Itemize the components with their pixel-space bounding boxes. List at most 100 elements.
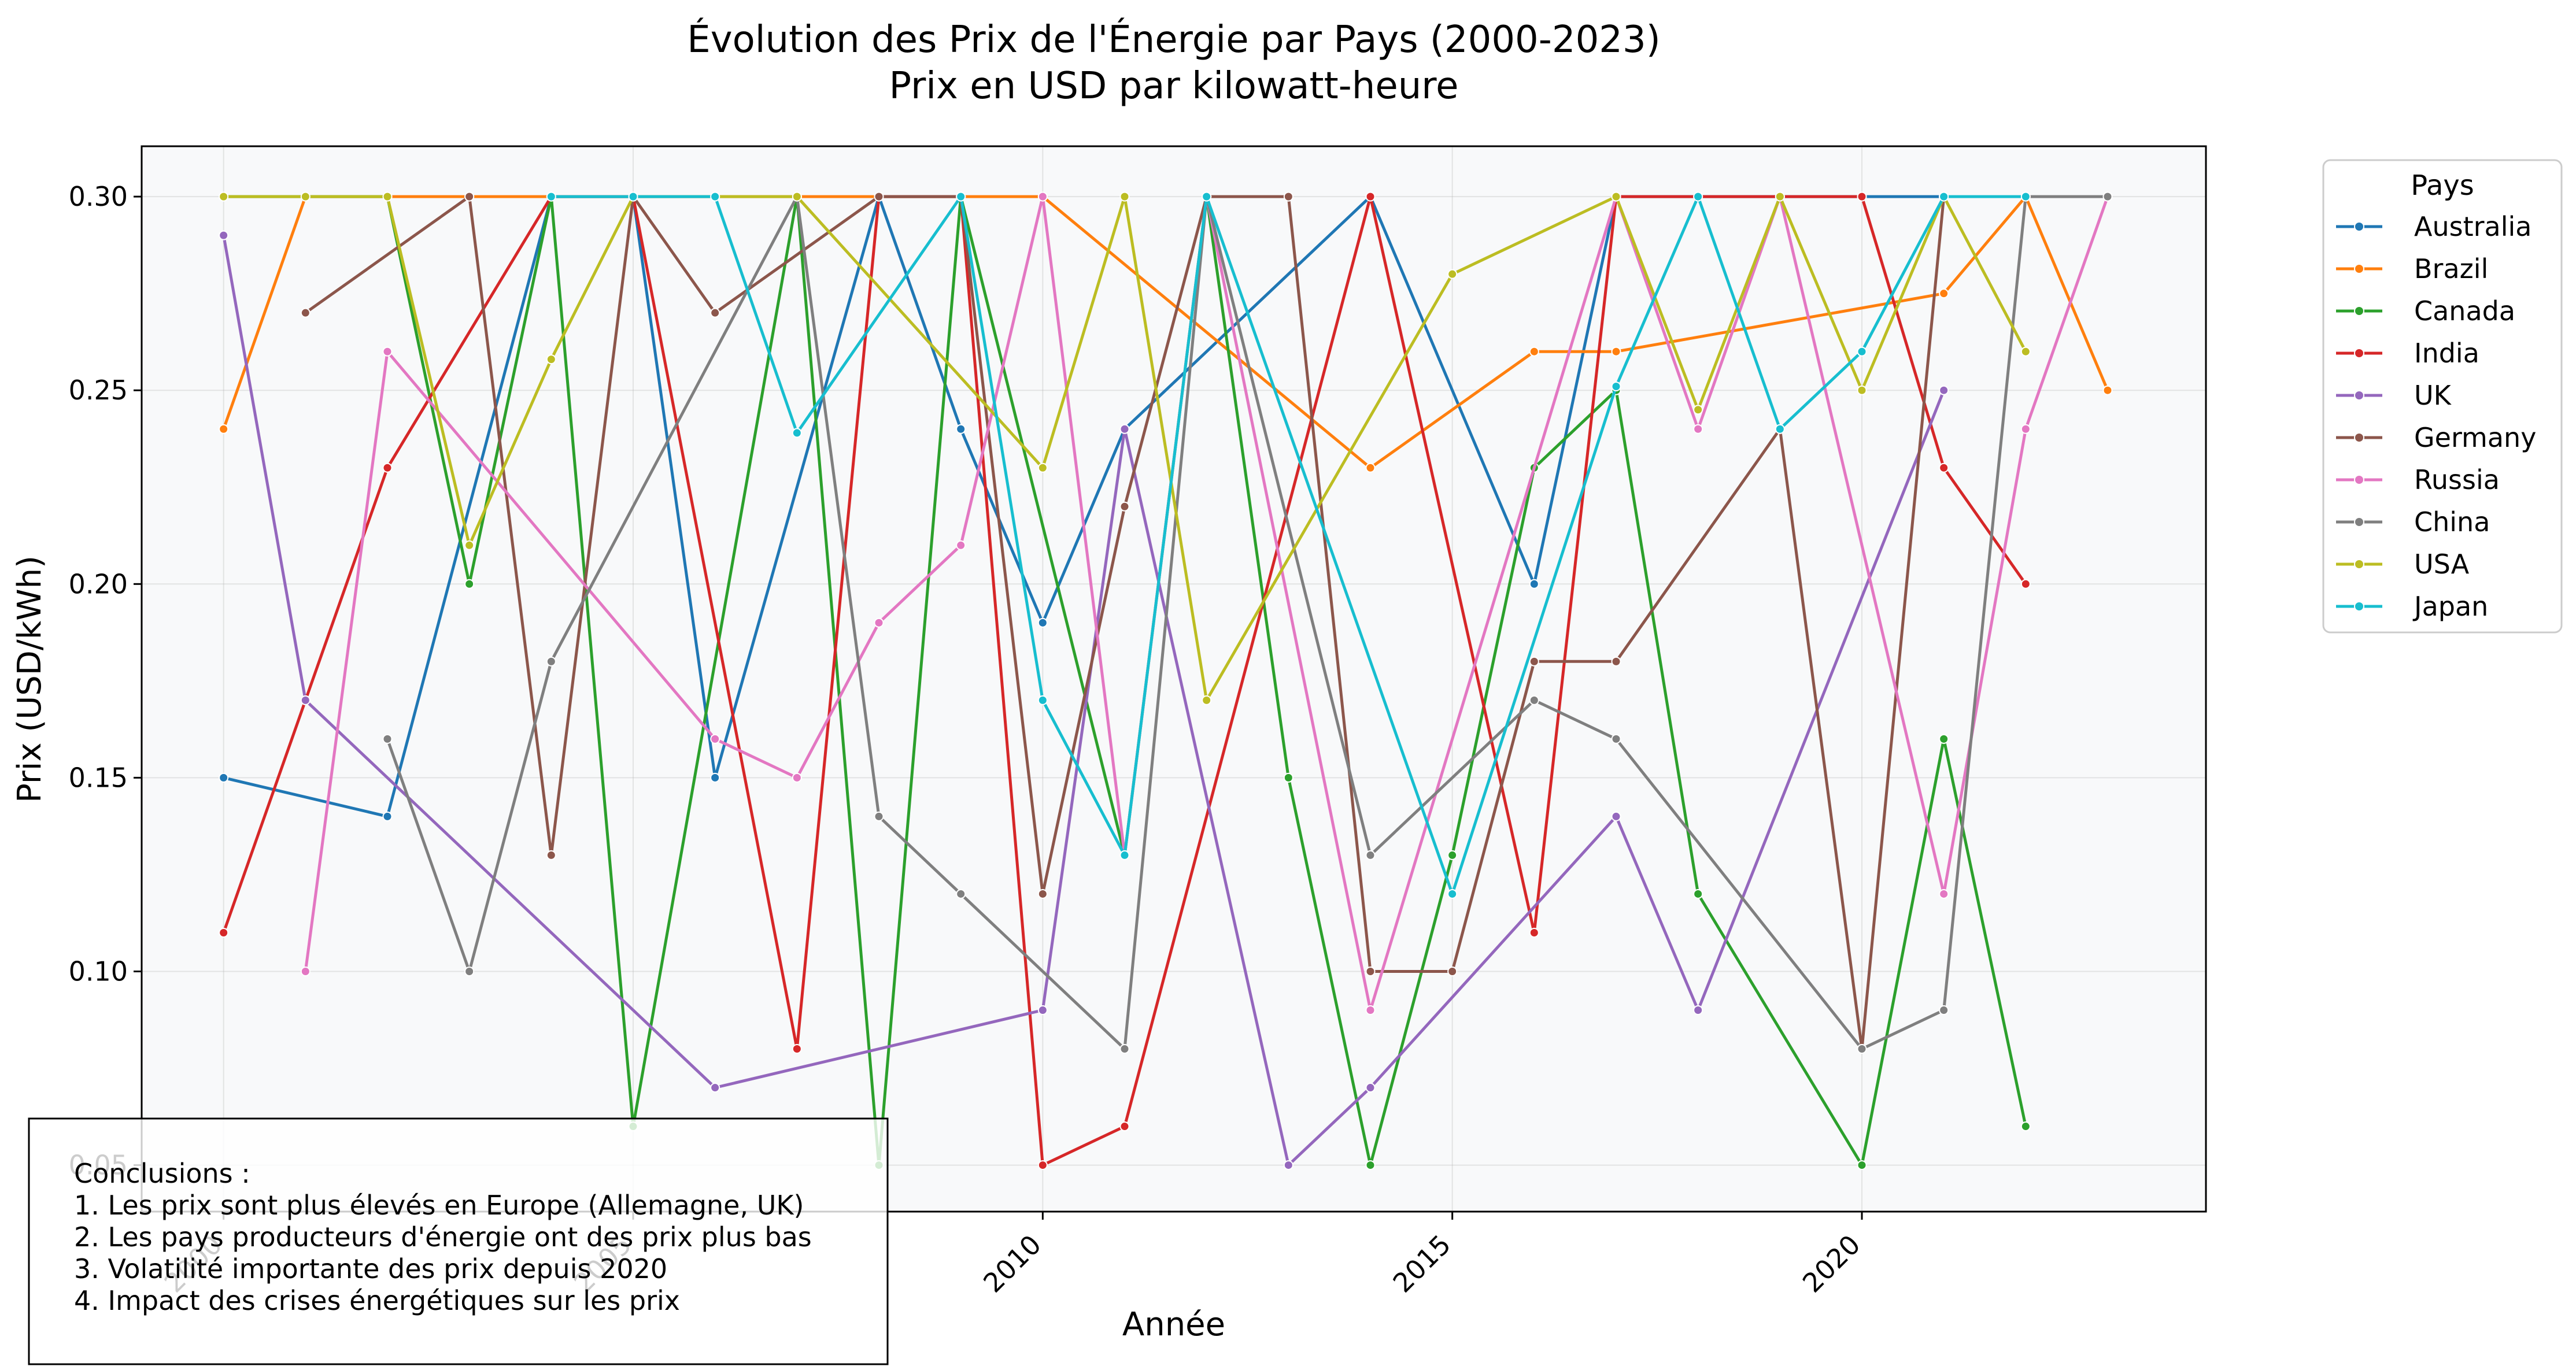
series-line (304, 195, 1946, 1050)
series-line (223, 195, 2027, 702)
legend-label: China (2414, 506, 2490, 538)
data-point (1693, 424, 1703, 434)
data-point (546, 354, 556, 365)
data-point (1529, 656, 1539, 667)
series-japan (546, 191, 2031, 899)
plot-frame (141, 145, 2207, 1213)
legend-swatch-marker (2354, 390, 2364, 401)
data-point (1447, 888, 1458, 899)
data-point (1365, 1083, 1376, 1093)
legend-item: Brazil (2336, 253, 2488, 284)
legend-item: Germany (2336, 422, 2536, 453)
data-point (1775, 424, 1785, 434)
data-point (874, 617, 884, 628)
legend-label: Japan (2412, 591, 2488, 622)
legend-swatch-marker (2354, 306, 2364, 316)
data-point (1857, 346, 1867, 357)
data-point (2020, 191, 2031, 202)
data-point (1119, 424, 1130, 434)
data-point (710, 191, 720, 202)
data-point (1611, 346, 1621, 357)
data-point (1693, 405, 1703, 415)
data-point (1119, 850, 1130, 860)
data-point (710, 734, 720, 744)
data-point (1447, 966, 1458, 976)
data-point (1611, 811, 1621, 821)
data-point (628, 191, 638, 202)
data-point (956, 191, 966, 202)
x-tick-label: 2020 (1797, 1229, 1867, 1299)
legend-label: Russia (2414, 464, 2500, 495)
data-point (1283, 191, 1293, 202)
data-point (1365, 1005, 1376, 1016)
data-point (464, 540, 475, 550)
legend-swatch-marker (2354, 517, 2364, 527)
data-point (1857, 1044, 1867, 1054)
legend-box (2322, 159, 2563, 634)
data-point (1939, 734, 1949, 744)
data-point (464, 579, 475, 589)
data-point (2020, 346, 2031, 357)
data-point (2020, 579, 2031, 589)
y-tick-label: 0.25 (69, 375, 128, 406)
legend-item: Russia (2336, 464, 2500, 495)
data-point (1037, 462, 1048, 473)
conclusion-line-3: 3. Volatilité importante des prix depuis… (74, 1253, 667, 1284)
data-point (1939, 888, 1949, 899)
x-axis-label: Année (1122, 1306, 1225, 1343)
data-point (1119, 1044, 1130, 1054)
data-point (1365, 1160, 1376, 1171)
data-point (1857, 385, 1867, 395)
data-point (1037, 1160, 1048, 1171)
legend-item: Australia (2336, 211, 2531, 242)
data-point (792, 772, 802, 783)
legend-swatch-marker (2354, 264, 2364, 274)
data-point (1529, 579, 1539, 589)
data-point (1693, 191, 1703, 202)
y-tick-label: 0.30 (69, 181, 128, 212)
data-point (546, 850, 556, 860)
conclusions-box: Conclusions : 2. Les pays producteurs d'… (28, 1117, 889, 1365)
legend-item: China (2336, 506, 2490, 538)
data-point (382, 346, 393, 357)
data-point (956, 540, 966, 550)
data-point (1939, 191, 1949, 202)
data-point (1857, 1160, 1867, 1171)
conclusion-line-1: 1. Les prix sont plus élevés en Europe (… (74, 1190, 804, 1221)
data-point (1611, 734, 1621, 744)
data-point (1119, 191, 1130, 202)
data-point (300, 308, 311, 318)
legend-item: USA (2336, 549, 2470, 580)
y-axis-label: Prix (USD/kWh) (11, 556, 49, 803)
data-point (219, 230, 229, 240)
data-point (2102, 385, 2113, 395)
legend-item: Japan (2336, 591, 2488, 622)
data-point (710, 772, 720, 783)
data-point (1037, 191, 1048, 202)
chart-subtitle: Prix en USD par kilowatt-heure (889, 65, 1458, 108)
data-point (382, 191, 393, 202)
data-point (710, 1083, 720, 1093)
data-point (792, 428, 802, 438)
legend: Pays Australia Brazil Canada India UK Germany… (2322, 159, 2563, 634)
legend-label: Canada (2414, 295, 2515, 327)
data-point (219, 772, 229, 783)
legend-label: USA (2414, 549, 2470, 580)
data-point (546, 191, 556, 202)
legend-swatch-marker (2354, 348, 2364, 358)
data-point (300, 695, 311, 705)
data-point (874, 811, 884, 821)
legend-label: Australia (2414, 211, 2531, 242)
data-point (1365, 850, 1376, 860)
data-point (1939, 1005, 1949, 1016)
x-tick-label: 2010 (977, 1229, 1047, 1299)
legend-swatch-marker (2354, 475, 2364, 485)
data-point (1365, 966, 1376, 976)
data-point (382, 811, 393, 821)
data-point (1529, 927, 1539, 938)
data-point (1611, 382, 1621, 392)
data-point (382, 462, 393, 473)
conclusion-line-2: 2. Les pays producteurs d'énergie ont de… (74, 1221, 812, 1253)
conclusions-frame (28, 1117, 889, 1365)
